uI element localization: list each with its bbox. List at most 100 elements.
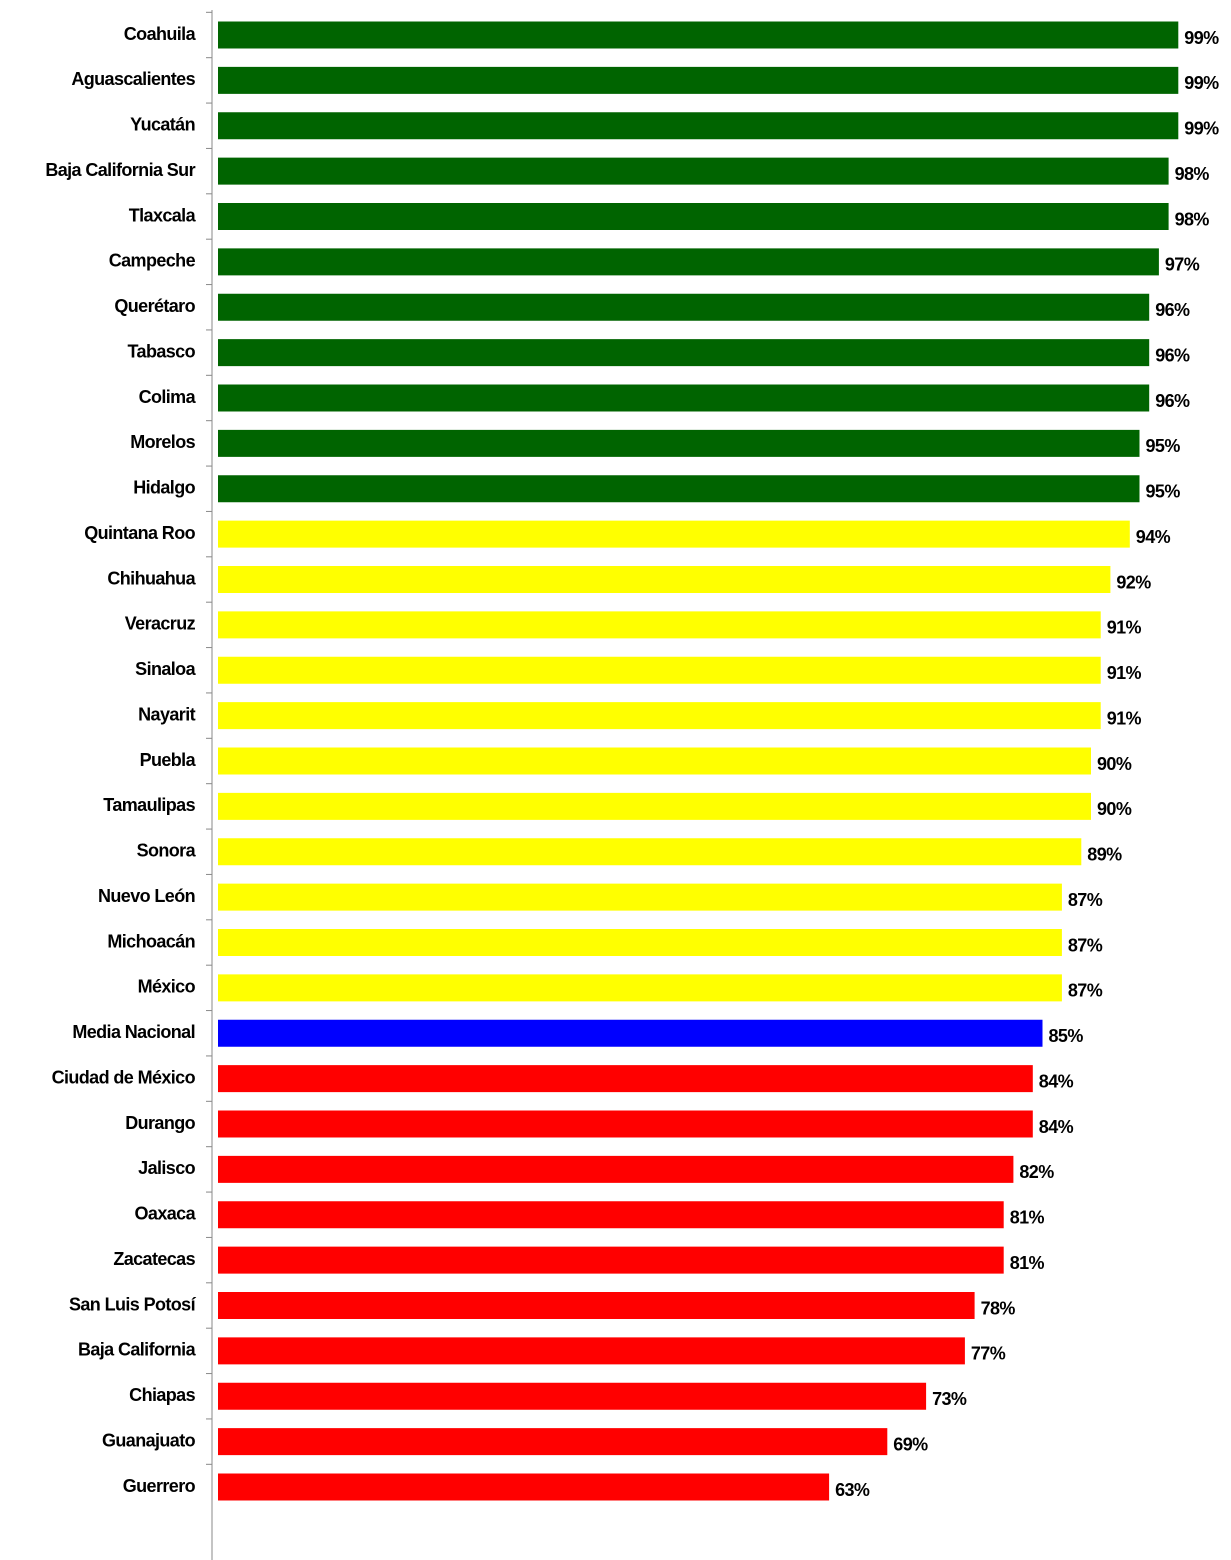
- y-tick-label: Yucatán: [130, 115, 195, 135]
- y-tick-label: Baja California Sur: [45, 160, 195, 180]
- y-tick-label: Zacatecas: [113, 1249, 195, 1269]
- y-tick-label: Tamaulipas: [103, 795, 195, 815]
- y-tick-label: Campeche: [109, 251, 196, 271]
- value-label: 81%: [1010, 1253, 1045, 1273]
- bar: [218, 1110, 1033, 1138]
- bar: [218, 475, 1140, 503]
- value-label: 81%: [1010, 1208, 1045, 1228]
- y-tick-label: Nuevo León: [98, 886, 195, 906]
- value-label: 85%: [1049, 1026, 1084, 1046]
- bar: [218, 203, 1169, 230]
- value-label: 78%: [981, 1298, 1016, 1318]
- y-tick-label: Tabasco: [128, 341, 196, 361]
- y-tick-label: Querétaro: [114, 296, 195, 316]
- bar: [218, 1019, 1043, 1047]
- value-label: 96%: [1155, 300, 1190, 320]
- value-label: 95%: [1146, 436, 1181, 456]
- bar: [218, 21, 1179, 49]
- y-tick-label: Quintana Roo: [84, 523, 195, 543]
- value-label: 87%: [1068, 981, 1103, 1001]
- value-label: 63%: [835, 1480, 870, 1500]
- bar: [218, 248, 1159, 276]
- value-label: 90%: [1097, 799, 1132, 819]
- bar: [218, 611, 1101, 639]
- y-tick-label: Puebla: [140, 750, 197, 770]
- bar: [218, 1246, 1004, 1274]
- y-tick-label: Michoacán: [107, 931, 195, 951]
- bar: [218, 566, 1111, 593]
- y-tick-label: Tlaxcala: [129, 205, 197, 225]
- bar: [218, 656, 1101, 684]
- y-tick-label: México: [138, 977, 196, 997]
- y-tick-label: San Luis Potosí: [69, 1294, 197, 1314]
- y-tick-label: Durango: [125, 1113, 195, 1133]
- value-label: 97%: [1165, 255, 1200, 275]
- bar: [218, 1292, 975, 1319]
- y-tick-label: Morelos: [130, 432, 195, 452]
- y-tick-label: Nayarit: [138, 704, 195, 724]
- bar: [218, 1201, 1004, 1229]
- value-label: 87%: [1068, 935, 1103, 955]
- value-label: 99%: [1184, 28, 1219, 48]
- bar: [218, 339, 1150, 367]
- bar: [218, 838, 1082, 866]
- value-label: 96%: [1155, 391, 1190, 411]
- value-label: 95%: [1146, 482, 1181, 502]
- value-label: 87%: [1068, 890, 1103, 910]
- bar: [218, 1428, 888, 1456]
- value-label: 77%: [971, 1344, 1006, 1364]
- value-label: 99%: [1184, 73, 1219, 93]
- value-label: 90%: [1097, 754, 1132, 774]
- y-tick-label: Ciudad de México: [52, 1067, 196, 1087]
- bar: [218, 1473, 830, 1501]
- value-label: 84%: [1039, 1071, 1074, 1091]
- bar: [218, 1155, 1014, 1183]
- value-label: 98%: [1175, 164, 1210, 184]
- bar: [218, 702, 1101, 730]
- value-label: 73%: [932, 1389, 967, 1409]
- value-label: 91%: [1107, 618, 1142, 638]
- bar: [218, 1337, 965, 1365]
- bar: [218, 883, 1062, 911]
- bar: [218, 112, 1179, 140]
- y-tick-label: Guerrero: [123, 1476, 196, 1496]
- value-label: 91%: [1107, 708, 1142, 728]
- value-label: 82%: [1019, 1162, 1054, 1182]
- y-tick-label: Guanajuato: [102, 1430, 196, 1450]
- value-label: 96%: [1155, 345, 1190, 365]
- bar: [218, 157, 1169, 185]
- value-label: 94%: [1136, 527, 1171, 547]
- y-tick-label: Hidalgo: [133, 478, 195, 498]
- value-label: 69%: [893, 1434, 928, 1454]
- value-label: 84%: [1039, 1117, 1074, 1137]
- value-label: 91%: [1107, 663, 1142, 683]
- y-tick-label: Oaxaca: [135, 1204, 197, 1224]
- y-tick-label: Colima: [139, 387, 197, 407]
- bar: [218, 66, 1179, 94]
- bar: [218, 520, 1130, 548]
- y-tick-label: Aguascalientes: [71, 69, 195, 89]
- bar: [218, 1065, 1033, 1093]
- y-tick-label: Sonora: [137, 841, 197, 861]
- bar: [218, 293, 1150, 321]
- bar: [218, 792, 1091, 820]
- y-tick-label: Chiapas: [129, 1385, 195, 1405]
- y-tick-label: Veracruz: [125, 614, 196, 634]
- bar: [218, 929, 1062, 956]
- bar: [218, 384, 1150, 412]
- value-label: 89%: [1087, 845, 1122, 865]
- y-tick-label: Baja California: [78, 1340, 197, 1360]
- y-tick-label: Chihuahua: [107, 568, 196, 588]
- y-tick-label: Coahuila: [124, 24, 197, 44]
- bar: [218, 747, 1091, 775]
- value-label: 98%: [1175, 209, 1210, 229]
- bar: [218, 1382, 927, 1410]
- y-tick-label: Media Nacional: [72, 1022, 195, 1042]
- y-tick-label: Sinaloa: [135, 659, 196, 679]
- bar: [218, 974, 1062, 1002]
- bar: [218, 429, 1140, 457]
- value-label: 92%: [1116, 572, 1151, 592]
- value-label: 99%: [1184, 119, 1219, 139]
- y-tick-label: Jalisco: [138, 1158, 195, 1178]
